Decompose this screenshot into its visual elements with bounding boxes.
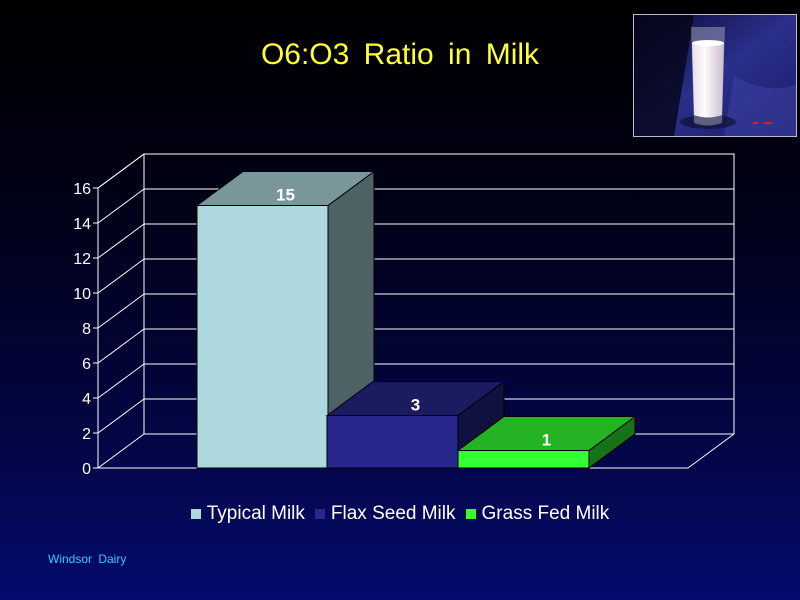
legend-label: Flax Seed Milk [330,503,456,524]
y-tick-label: 4 [82,391,91,408]
legend-item: Flax Seed Milk [314,503,456,525]
y-tick-label: 16 [73,181,91,198]
slide-title: O6:O3 Ratio in Milk [260,38,540,71]
legend-item: Grass Fed Milk [465,503,610,525]
legend-swatch [465,509,476,519]
bar-front [326,415,459,469]
bars [195,170,637,469]
y-tick-label: 0 [82,461,91,478]
y-tick-label: 2 [82,426,91,443]
gridline-diagonal [97,398,145,434]
bar-front [196,205,329,469]
legend-item: Typical Milk [190,503,305,525]
gridline-diagonal [97,293,145,329]
gridline-diagonal [97,153,145,189]
y-tick-label: 14 [73,216,91,233]
data-label: 1 [542,431,551,450]
legend-swatch [314,509,325,519]
footer-text: Windsor Dairy [48,552,127,566]
milk-glass-photo [633,14,797,137]
bar-grass-fed-milk [456,415,637,469]
legend-swatch [190,509,201,519]
legend-label: Typical Milk [206,503,305,524]
gridline-diagonal [97,188,145,224]
floor-right-edge [687,433,735,469]
chart-legend: Typical Milk Flax Seed Milk Grass Fed Milk [0,503,800,525]
gridline-diagonal [97,328,145,364]
milk-glass-icon [634,15,796,136]
bar-typical-milk [195,170,376,469]
gridline-diagonal [97,433,145,469]
gridline-diagonal [97,363,145,399]
bar-front [457,450,590,469]
y-axis-ticks: 0 2 4 6 8 10 12 14 16 [73,181,98,478]
y-tick-label: 8 [82,321,91,338]
gridline-diagonal [97,223,145,259]
gridline-diagonal [97,258,145,294]
bar-flax-seed-milk [325,380,506,469]
y-tick-label: 6 [82,356,91,373]
y-tick-label: 12 [73,251,91,268]
data-label: 15 [276,186,295,205]
data-label: 3 [411,396,420,415]
y-tick-label: 10 [73,286,91,303]
legend-label: Grass Fed Milk [481,503,610,524]
